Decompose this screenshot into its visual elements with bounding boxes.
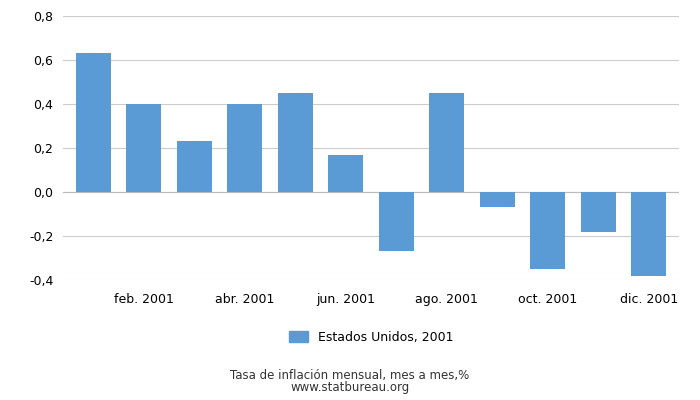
- Bar: [176, 141, 212, 192]
- Bar: [379, 192, 414, 252]
- Bar: [580, 192, 616, 232]
- Text: Tasa de inflación mensual, mes a mes,%: Tasa de inflación mensual, mes a mes,%: [230, 370, 470, 382]
- Bar: [530, 192, 566, 269]
- Bar: [631, 192, 666, 276]
- Bar: [278, 93, 313, 192]
- Text: www.statbureau.org: www.statbureau.org: [290, 382, 410, 394]
- Bar: [480, 192, 515, 207]
- Bar: [328, 154, 363, 192]
- Legend: Estados Unidos, 2001: Estados Unidos, 2001: [284, 326, 458, 349]
- Bar: [429, 93, 464, 192]
- Bar: [227, 104, 262, 192]
- Bar: [76, 53, 111, 192]
- Bar: [126, 104, 162, 192]
